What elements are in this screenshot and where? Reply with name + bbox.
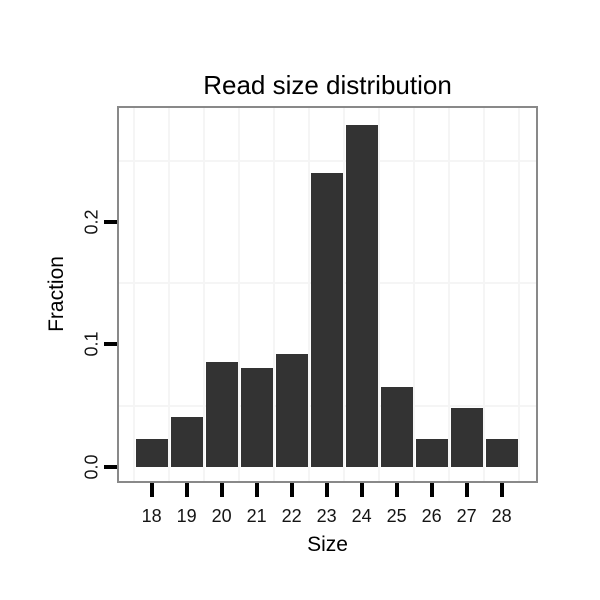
y-axis-tick bbox=[104, 464, 117, 469]
bar-size-19 bbox=[170, 416, 203, 467]
y-tick-label: 0.2 bbox=[81, 209, 102, 235]
bar-size-27 bbox=[450, 407, 483, 467]
x-tick-label: 27 bbox=[456, 506, 477, 526]
x-tick-label: 23 bbox=[316, 506, 337, 526]
x-axis-tick bbox=[324, 483, 329, 497]
bar-size-22 bbox=[275, 354, 308, 467]
x-axis-tick bbox=[149, 483, 154, 497]
bar-size-23 bbox=[310, 173, 343, 467]
vertical-minor-gridline bbox=[203, 108, 206, 481]
plot-panel bbox=[117, 106, 538, 483]
vertical-minor-gridline bbox=[133, 108, 136, 481]
bar-size-28 bbox=[485, 438, 518, 467]
horizontal-minor-gridline bbox=[119, 159, 536, 162]
vertical-minor-gridline bbox=[483, 108, 486, 481]
chart-title: Read size distribution bbox=[203, 70, 452, 100]
bar-size-25 bbox=[380, 387, 413, 467]
vertical-minor-gridline bbox=[238, 108, 241, 481]
y-tick-label: 0.0 bbox=[81, 454, 102, 480]
y-axis-tick bbox=[104, 220, 117, 225]
bar-size-24 bbox=[345, 125, 378, 467]
y-axis-tick bbox=[104, 342, 117, 347]
vertical-minor-gridline bbox=[378, 108, 381, 481]
x-axis-tick bbox=[394, 483, 399, 497]
vertical-minor-gridline bbox=[168, 108, 171, 481]
y-tick-label: 0.1 bbox=[81, 331, 102, 357]
bar-size-21 bbox=[240, 367, 273, 467]
x-tick-label: 28 bbox=[491, 506, 512, 526]
x-tick-label: 26 bbox=[421, 506, 442, 526]
bar-size-20 bbox=[205, 361, 238, 467]
vertical-minor-gridline bbox=[518, 108, 521, 481]
vertical-minor-gridline bbox=[308, 108, 311, 481]
x-tick-label: 20 bbox=[211, 506, 232, 526]
x-axis-tick bbox=[219, 483, 224, 497]
x-axis-tick bbox=[464, 483, 469, 497]
x-tick-label: 18 bbox=[141, 506, 162, 526]
vertical-minor-gridline bbox=[413, 108, 416, 481]
x-axis-tick bbox=[289, 483, 294, 497]
x-tick-label: 22 bbox=[281, 506, 302, 526]
x-tick-label: 24 bbox=[351, 506, 372, 526]
y-axis-title: Fraction bbox=[45, 256, 68, 332]
x-axis-tick bbox=[429, 483, 434, 497]
vertical-minor-gridline bbox=[273, 108, 276, 481]
x-tick-label: 25 bbox=[386, 506, 407, 526]
x-axis-tick bbox=[254, 483, 259, 497]
x-axis-title: Size bbox=[307, 533, 348, 556]
x-axis-tick bbox=[184, 483, 189, 497]
bar-size-26 bbox=[415, 438, 448, 467]
vertical-minor-gridline bbox=[448, 108, 451, 481]
x-tick-label: 19 bbox=[176, 506, 197, 526]
bar-size-18 bbox=[135, 438, 168, 467]
x-axis-tick bbox=[359, 483, 364, 497]
vertical-minor-gridline bbox=[343, 108, 346, 481]
x-axis-tick bbox=[499, 483, 504, 497]
x-tick-label: 21 bbox=[246, 506, 267, 526]
